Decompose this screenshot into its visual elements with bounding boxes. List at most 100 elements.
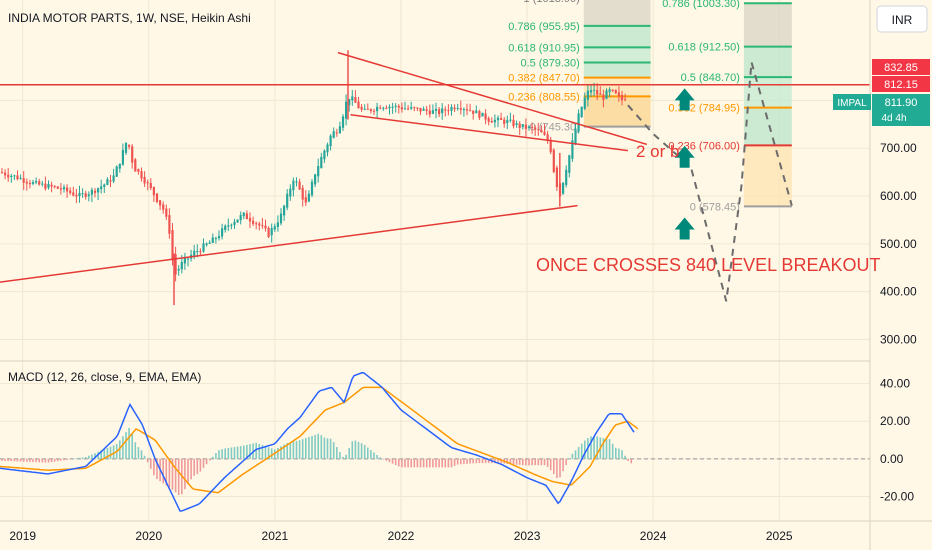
candle-body (543, 131, 546, 135)
macd-histogram-bar (125, 432, 127, 459)
candle-body (196, 251, 199, 253)
candle-body (462, 109, 465, 111)
macd-histogram-bar (301, 439, 304, 459)
macd-histogram-bar (528, 458, 530, 466)
macd-histogram-bar (199, 458, 202, 472)
macd-histogram-bar (137, 447, 140, 459)
candle-body (469, 110, 472, 112)
candle-body (379, 107, 382, 109)
trendlines-layer[interactable] (0, 51, 870, 302)
candle-body (0, 172, 4, 174)
fib-level-label: 0.5 (879.30) (520, 57, 579, 69)
candle-body (317, 166, 320, 177)
macd-histogram-bar (515, 458, 518, 465)
candle-body (165, 208, 168, 217)
fib-zone (583, 96, 651, 127)
candle-body (419, 107, 422, 112)
macd-histogram-bar (184, 458, 186, 490)
macd-histogram-bar (69, 458, 71, 460)
macd-histogram-bar (475, 458, 478, 464)
candle-body (152, 187, 155, 196)
macd-histogram-bar (494, 458, 496, 464)
candle-body (47, 184, 50, 188)
candle-body (326, 144, 329, 153)
macd-histogram-bar (432, 458, 434, 468)
candle-body (118, 163, 121, 169)
macd-histogram-bar (286, 443, 288, 459)
candle-body (4, 172, 7, 176)
candle-body (283, 205, 286, 216)
macd-histogram-bar (447, 458, 450, 468)
candle-body (323, 150, 326, 160)
macd-histogram-bar (63, 458, 65, 461)
macd-histogram-bar (348, 447, 350, 459)
candle-body (7, 174, 10, 178)
candle-body (10, 176, 13, 178)
fib-zone (583, 62, 651, 78)
macd-histogram-bar (233, 447, 236, 459)
candle-body (599, 93, 602, 95)
fib-level-label: 0 (745.30) (530, 122, 580, 134)
candle-body (447, 110, 450, 112)
fib-level-label: 0.382 (784.95) (668, 103, 740, 115)
macd-tick-label: 0.00 (880, 452, 904, 466)
macd-histogram-bar (556, 458, 558, 479)
candle-body (509, 119, 512, 121)
candle-body (413, 107, 416, 109)
macd-histogram-bar (221, 449, 223, 459)
candle-body (214, 238, 217, 240)
candle-body (242, 212, 245, 217)
arrow-up-icon (674, 217, 695, 240)
candle-body (112, 175, 115, 182)
candle-body (518, 123, 521, 128)
level-badge-mid: 812.15 (872, 76, 930, 92)
candle-body (456, 107, 459, 109)
macd-histogram-bar (26, 458, 28, 462)
macd-histogram-bar (311, 435, 313, 459)
macd-histogram-bar (230, 447, 233, 459)
macd-histogram-bar (537, 458, 540, 466)
macd-histogram-bar (621, 450, 623, 459)
macd-histogram-bar (506, 458, 509, 464)
macd-histogram-bar (215, 453, 217, 459)
macd-histogram-bar (500, 458, 502, 464)
candle-body (314, 174, 317, 185)
candle-body (366, 108, 369, 110)
candle-body (211, 237, 214, 243)
candle-body (31, 182, 35, 184)
level-badge-upper-text: 832.85 (884, 62, 918, 74)
candle-body (261, 225, 264, 227)
currency-button[interactable]: INR (876, 5, 928, 33)
candle-body (72, 192, 75, 196)
macd-histogram-bar (497, 458, 499, 464)
macd-histogram-bar (314, 434, 316, 459)
macd-histogram-bar (103, 449, 106, 459)
candle-body (273, 226, 276, 230)
macd-histogram-bar (342, 456, 344, 459)
trendline (350, 114, 629, 152)
candle-body (171, 230, 174, 261)
candle-body (503, 119, 506, 124)
candle-body (546, 134, 549, 141)
macd-histogram-bar (100, 450, 102, 459)
macd-histogram-bar (308, 436, 310, 459)
macd-histogram-bar (283, 444, 285, 459)
candle-body (93, 190, 97, 193)
candle-body (608, 89, 611, 93)
candle-body (115, 166, 118, 177)
macd-histogram-bar (187, 458, 189, 485)
candle-body (252, 220, 255, 224)
candle-body (186, 258, 190, 260)
macd-histogram-bar (177, 458, 180, 496)
candle-body (496, 117, 500, 121)
macd-histogram-bar (351, 441, 354, 459)
candle-body (574, 128, 577, 145)
candle-body (307, 193, 310, 202)
macd-histogram-bar (376, 454, 378, 459)
candle-body (369, 109, 372, 112)
candle-body (35, 180, 38, 183)
candle-body (221, 228, 224, 237)
macd-histogram-bar (224, 448, 226, 459)
